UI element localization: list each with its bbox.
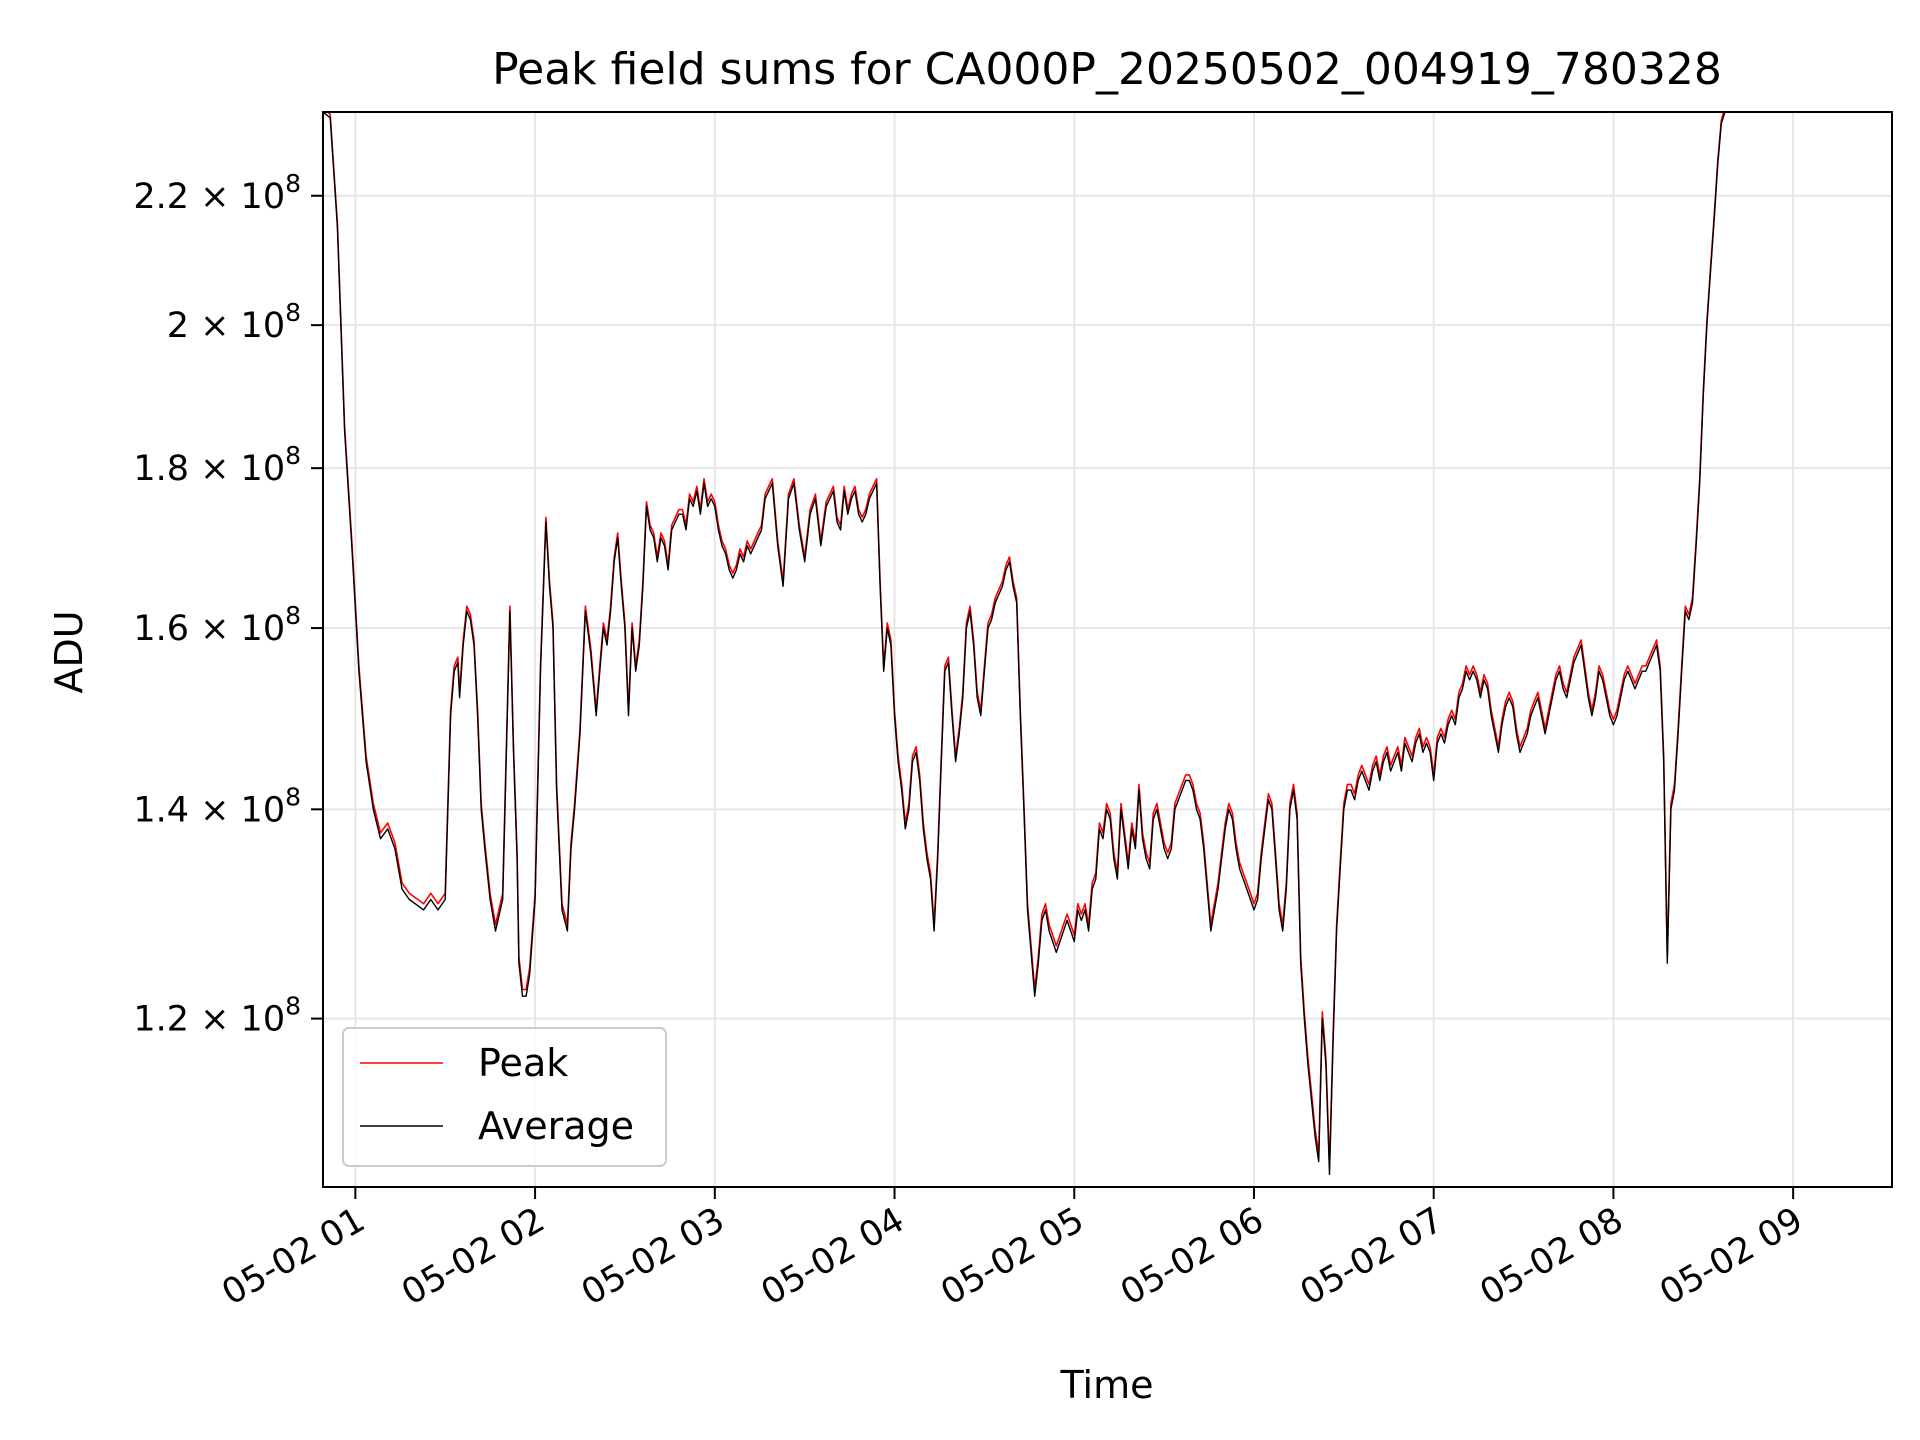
x-axis-label: Time	[1060, 1363, 1154, 1407]
chart-title: Peak field sums for CA000P_20250502_0049…	[492, 44, 1722, 95]
y-tick-label: 1.6 × 108	[133, 601, 301, 649]
y-tick-label: 2 × 108	[167, 298, 301, 346]
y-tick-label: 1.4 × 108	[133, 782, 301, 830]
legend-peak-label: Peak	[478, 1041, 568, 1085]
legend-average-label: Average	[478, 1104, 634, 1148]
y-tick-label: 1.8 × 108	[133, 441, 301, 489]
chart: 05-02 01 05-02 02 05-02 03 05-02 04 05-02 05…	[0, 0, 1920, 1440]
legend: Peak Average	[343, 1028, 666, 1166]
y-tick-label: 1.2 × 108	[133, 992, 301, 1040]
y-axis-label: ADU	[47, 610, 91, 693]
y-tick-label: 2.2 × 108	[133, 169, 301, 217]
